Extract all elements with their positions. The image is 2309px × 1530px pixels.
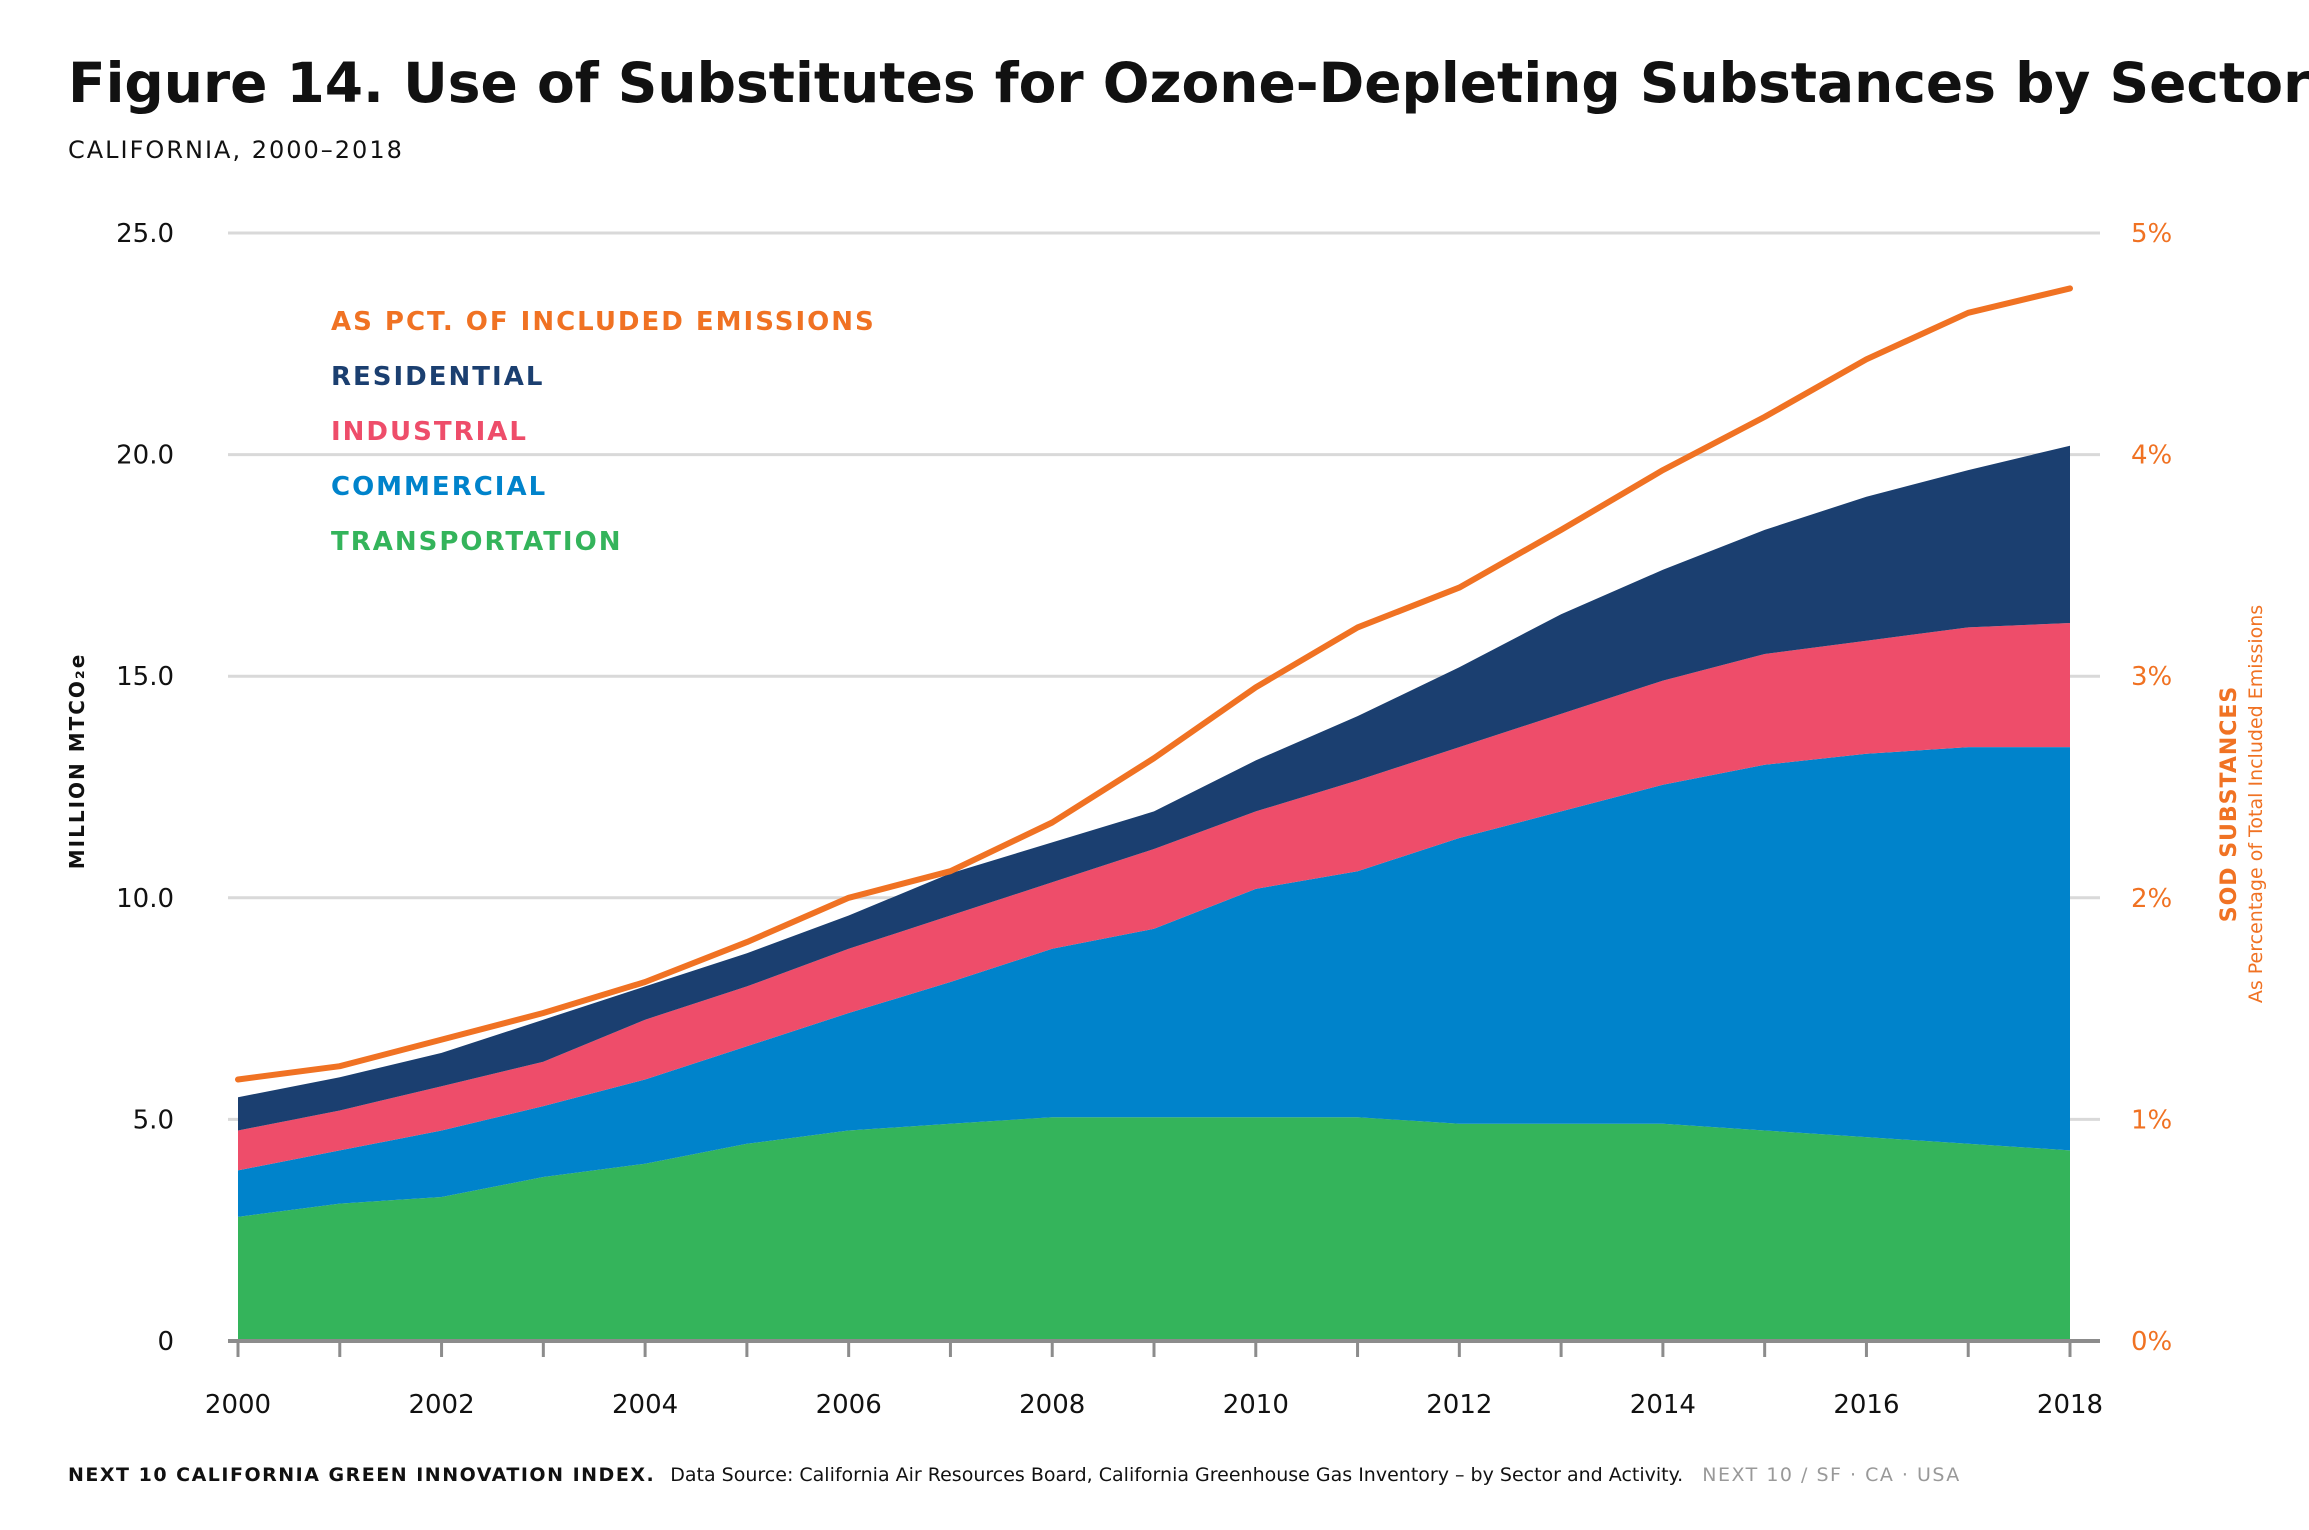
y-tick-label: 15.0 bbox=[116, 662, 174, 692]
x-tick-label: 2006 bbox=[816, 1390, 882, 1420]
area-industrial bbox=[238, 623, 2070, 1171]
legend-entry: COMMERCIAL bbox=[331, 472, 547, 502]
area-commercial bbox=[238, 747, 2070, 1217]
x-tick-label: 2018 bbox=[2037, 1390, 2103, 1420]
legend-entry: TRANSPORTATION bbox=[331, 527, 622, 557]
y2-tick-label: 1% bbox=[2131, 1105, 2172, 1135]
x-tick-label: 2000 bbox=[205, 1390, 271, 1420]
x-tick-label: 2010 bbox=[1223, 1390, 1289, 1420]
pct-line-layer bbox=[235, 285, 2073, 1083]
x-tick-label: 2002 bbox=[408, 1390, 474, 1420]
axes: 0 5.0 10.0 15.0 20.0 25.0 0% 1% 2% 3% 4% 5% 2000 2002… bbox=[116, 219, 2172, 1420]
y2-tick-label: 0% bbox=[2131, 1327, 2172, 1357]
legend-entry: INDUSTRIAL bbox=[331, 417, 528, 447]
chart-subtitle: CALIFORNIA, 2000–2018 bbox=[68, 136, 404, 164]
footer: NEXT 10 CALIFORNIA GREEN INNOVATION INDE… bbox=[68, 1464, 1961, 1486]
legend-entry: RESIDENTIAL bbox=[331, 362, 544, 392]
x-tick-label: 2008 bbox=[1019, 1390, 1085, 1420]
y2-tick-label: 3% bbox=[2131, 662, 2172, 692]
footer-source: Data Source: California Air Resources Bo… bbox=[670, 1464, 1683, 1486]
y-tick-label: 25.0 bbox=[116, 219, 174, 249]
y2-axis-label: SOD SUBSTANCES bbox=[2217, 686, 2242, 923]
footer-tag: NEXT 10 / SF · CA · USA bbox=[1702, 1464, 1961, 1486]
y-tick-label: 10.0 bbox=[116, 884, 174, 914]
y-tick-label: 0 bbox=[157, 1327, 174, 1357]
y2-tick-label: 2% bbox=[2131, 884, 2172, 914]
y2-tick-label: 5% bbox=[2131, 219, 2172, 249]
x-tick-label: 2014 bbox=[1630, 1390, 1696, 1420]
area-transportation bbox=[238, 1117, 2070, 1341]
y-axis-label: MILLION MTCO₂e bbox=[65, 653, 89, 870]
legend: AS PCT. OF INCLUDED EMISSIONS RESIDENTIAL… bbox=[331, 307, 876, 557]
y-tick-label: 5.0 bbox=[133, 1105, 174, 1135]
y-tick-label: 20.0 bbox=[116, 441, 174, 471]
x-tick-label: 2016 bbox=[1833, 1390, 1899, 1420]
y2-axis-sublabel: As Percentage of Total Included Emission… bbox=[2245, 605, 2267, 1003]
chart-title: Figure 14. Use of Substitutes for Ozone-… bbox=[68, 51, 2309, 115]
pct-line bbox=[235, 285, 2073, 1083]
legend-entry: AS PCT. OF INCLUDED EMISSIONS bbox=[331, 307, 876, 337]
stacked-areas bbox=[238, 445, 2070, 1341]
footer-brand: NEXT 10 CALIFORNIA GREEN INNOVATION INDE… bbox=[68, 1464, 655, 1486]
y2-tick-label: 4% bbox=[2131, 441, 2172, 471]
x-tick-label: 2012 bbox=[1426, 1390, 1492, 1420]
x-tick-label: 2004 bbox=[612, 1390, 678, 1420]
area-residential bbox=[238, 445, 2070, 1131]
